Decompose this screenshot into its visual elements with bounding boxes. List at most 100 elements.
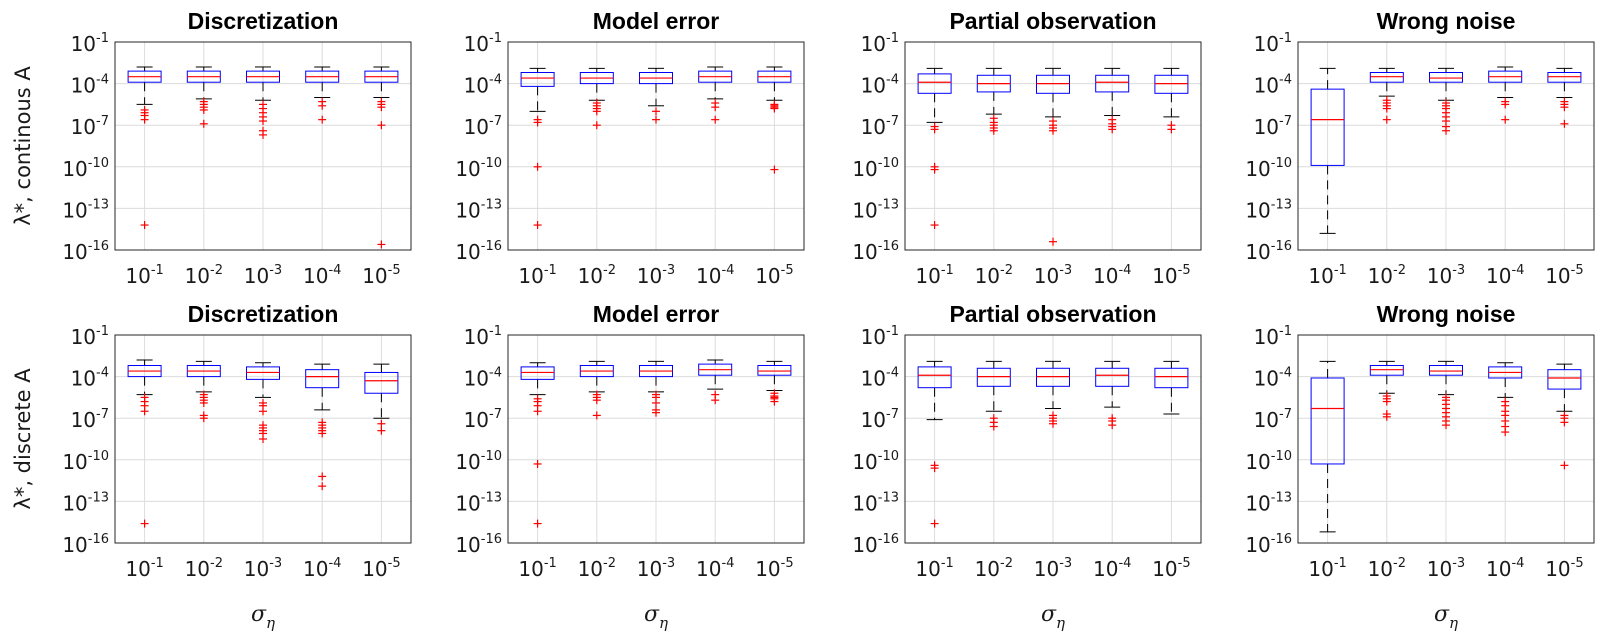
y-tick-label: 10-4 (861, 73, 899, 98)
y-tick-label: 10-16 (62, 239, 109, 264)
y-tick-label: 10-7 (71, 407, 109, 432)
box-1 (520, 362, 555, 528)
box-1 (127, 359, 162, 528)
outlier-marker (1049, 126, 1057, 135)
x-tick-label: 10-1 (1308, 263, 1346, 288)
x-tick-label: 10-2 (975, 556, 1013, 581)
box-2 (579, 360, 614, 420)
x-tick-label: 10-1 (125, 263, 163, 288)
axes-frame (1297, 334, 1595, 544)
y-tick-label: 10-1 (861, 324, 899, 349)
panel-title: Model error (593, 8, 720, 34)
y-tick-label: 10-13 (1245, 197, 1292, 222)
outlier-marker (1442, 126, 1450, 135)
iqr-box (1369, 365, 1404, 376)
x-tick-label: 10-4 (303, 263, 341, 288)
x-tick-label: 10-4 (696, 556, 734, 581)
box-5 (1547, 67, 1582, 128)
y-tick-label: 10-13 (62, 490, 109, 515)
outlier-marker (930, 165, 939, 174)
outlier-marker (318, 482, 327, 491)
x-axis-label: ση (251, 602, 275, 632)
y-tick-label: 10-1 (71, 31, 109, 56)
x-tick-label: 10-2 (1368, 556, 1406, 581)
outlier-marker (711, 115, 720, 124)
x-axis-label: ση (1041, 602, 1065, 632)
iqr-box (1429, 365, 1463, 376)
box-5 (1547, 363, 1582, 470)
axes-frame (1297, 41, 1595, 251)
box-3 (639, 67, 673, 124)
x-tick-label: 10-4 (1093, 556, 1131, 581)
outlier-marker (770, 397, 779, 406)
y-tick-label: 10-10 (852, 156, 899, 181)
axes-frame (507, 41, 805, 251)
outlier-marker (1501, 100, 1510, 109)
box-5 (1154, 360, 1189, 415)
x-tick-label: 10-4 (303, 556, 341, 581)
outlier-marker (377, 419, 386, 428)
y-tick-label: 10-7 (464, 407, 502, 432)
outlier-marker (1560, 461, 1569, 470)
panel-top-3: Partial observation 10-1 10-4 10-7 10-10 10-1… (852, 8, 1202, 288)
y-tick-label: 10-7 (861, 114, 899, 139)
box-1 (917, 67, 952, 230)
outlier-marker (259, 130, 267, 139)
panel-bottom-4: Wrong noise 10-1 10-4 10-7 10-10 10-13 10-16 10… (1245, 301, 1595, 632)
x-tick-label: 10-1 (1308, 556, 1346, 581)
outlier-marker (533, 407, 542, 416)
y-tick-label: 10-7 (464, 114, 502, 139)
panel-title: Model error (593, 301, 720, 327)
box-1 (127, 66, 162, 230)
box-2 (186, 360, 221, 423)
y-tick-label: 10-10 (62, 449, 109, 474)
axes-frame (507, 334, 805, 544)
outlier-marker (533, 221, 542, 230)
y-tick-label: 10-7 (1254, 114, 1292, 139)
x-tick-label: 10-2 (1368, 263, 1406, 288)
outlier-marker (930, 519, 939, 528)
y-tick-label: 10-16 (455, 532, 502, 557)
outlier-marker (318, 101, 327, 110)
box-4 (1095, 67, 1130, 134)
box-1 (1310, 67, 1345, 234)
iqr-box (976, 367, 1011, 387)
iqr-box (1429, 72, 1463, 83)
outlier-marker (140, 115, 149, 124)
iqr-box (1547, 369, 1582, 390)
outlier-marker (259, 407, 267, 416)
box-4 (305, 66, 340, 124)
outlier-marker (652, 398, 660, 407)
iqr-box (1154, 74, 1189, 94)
x-tick-label: 10-5 (362, 263, 400, 288)
x-tick-label: 10-2 (578, 556, 616, 581)
outlier-marker (989, 422, 998, 431)
outlier-marker (652, 107, 660, 116)
x-axis-label: ση (1434, 602, 1458, 632)
outlier-marker (1560, 119, 1569, 128)
outlier-marker (533, 459, 542, 468)
box-4 (698, 359, 733, 405)
outlier-marker (930, 464, 939, 473)
box-5 (1154, 67, 1189, 134)
x-tick-label: 10-3 (637, 263, 675, 288)
iqr-box (1036, 367, 1070, 387)
x-tick-label: 10-5 (755, 556, 793, 581)
y-tick-label: 10-4 (1254, 73, 1292, 98)
outlier-marker (770, 165, 779, 174)
box-4 (1488, 362, 1523, 437)
outlier-marker (533, 519, 542, 528)
outlier-marker (1560, 103, 1569, 112)
outlier-marker (1382, 397, 1391, 406)
outlier-marker (199, 119, 208, 128)
iqr-box (1154, 367, 1189, 389)
outlier-marker (199, 398, 208, 407)
outlier-marker (711, 396, 720, 405)
outlier-marker (140, 407, 149, 416)
y-tick-label: 10-4 (861, 366, 899, 391)
outlier-marker (259, 435, 267, 443)
y-tick-label: 10-1 (1254, 324, 1292, 349)
x-tick-label: 10-3 (637, 556, 675, 581)
outlier-marker (652, 115, 660, 124)
